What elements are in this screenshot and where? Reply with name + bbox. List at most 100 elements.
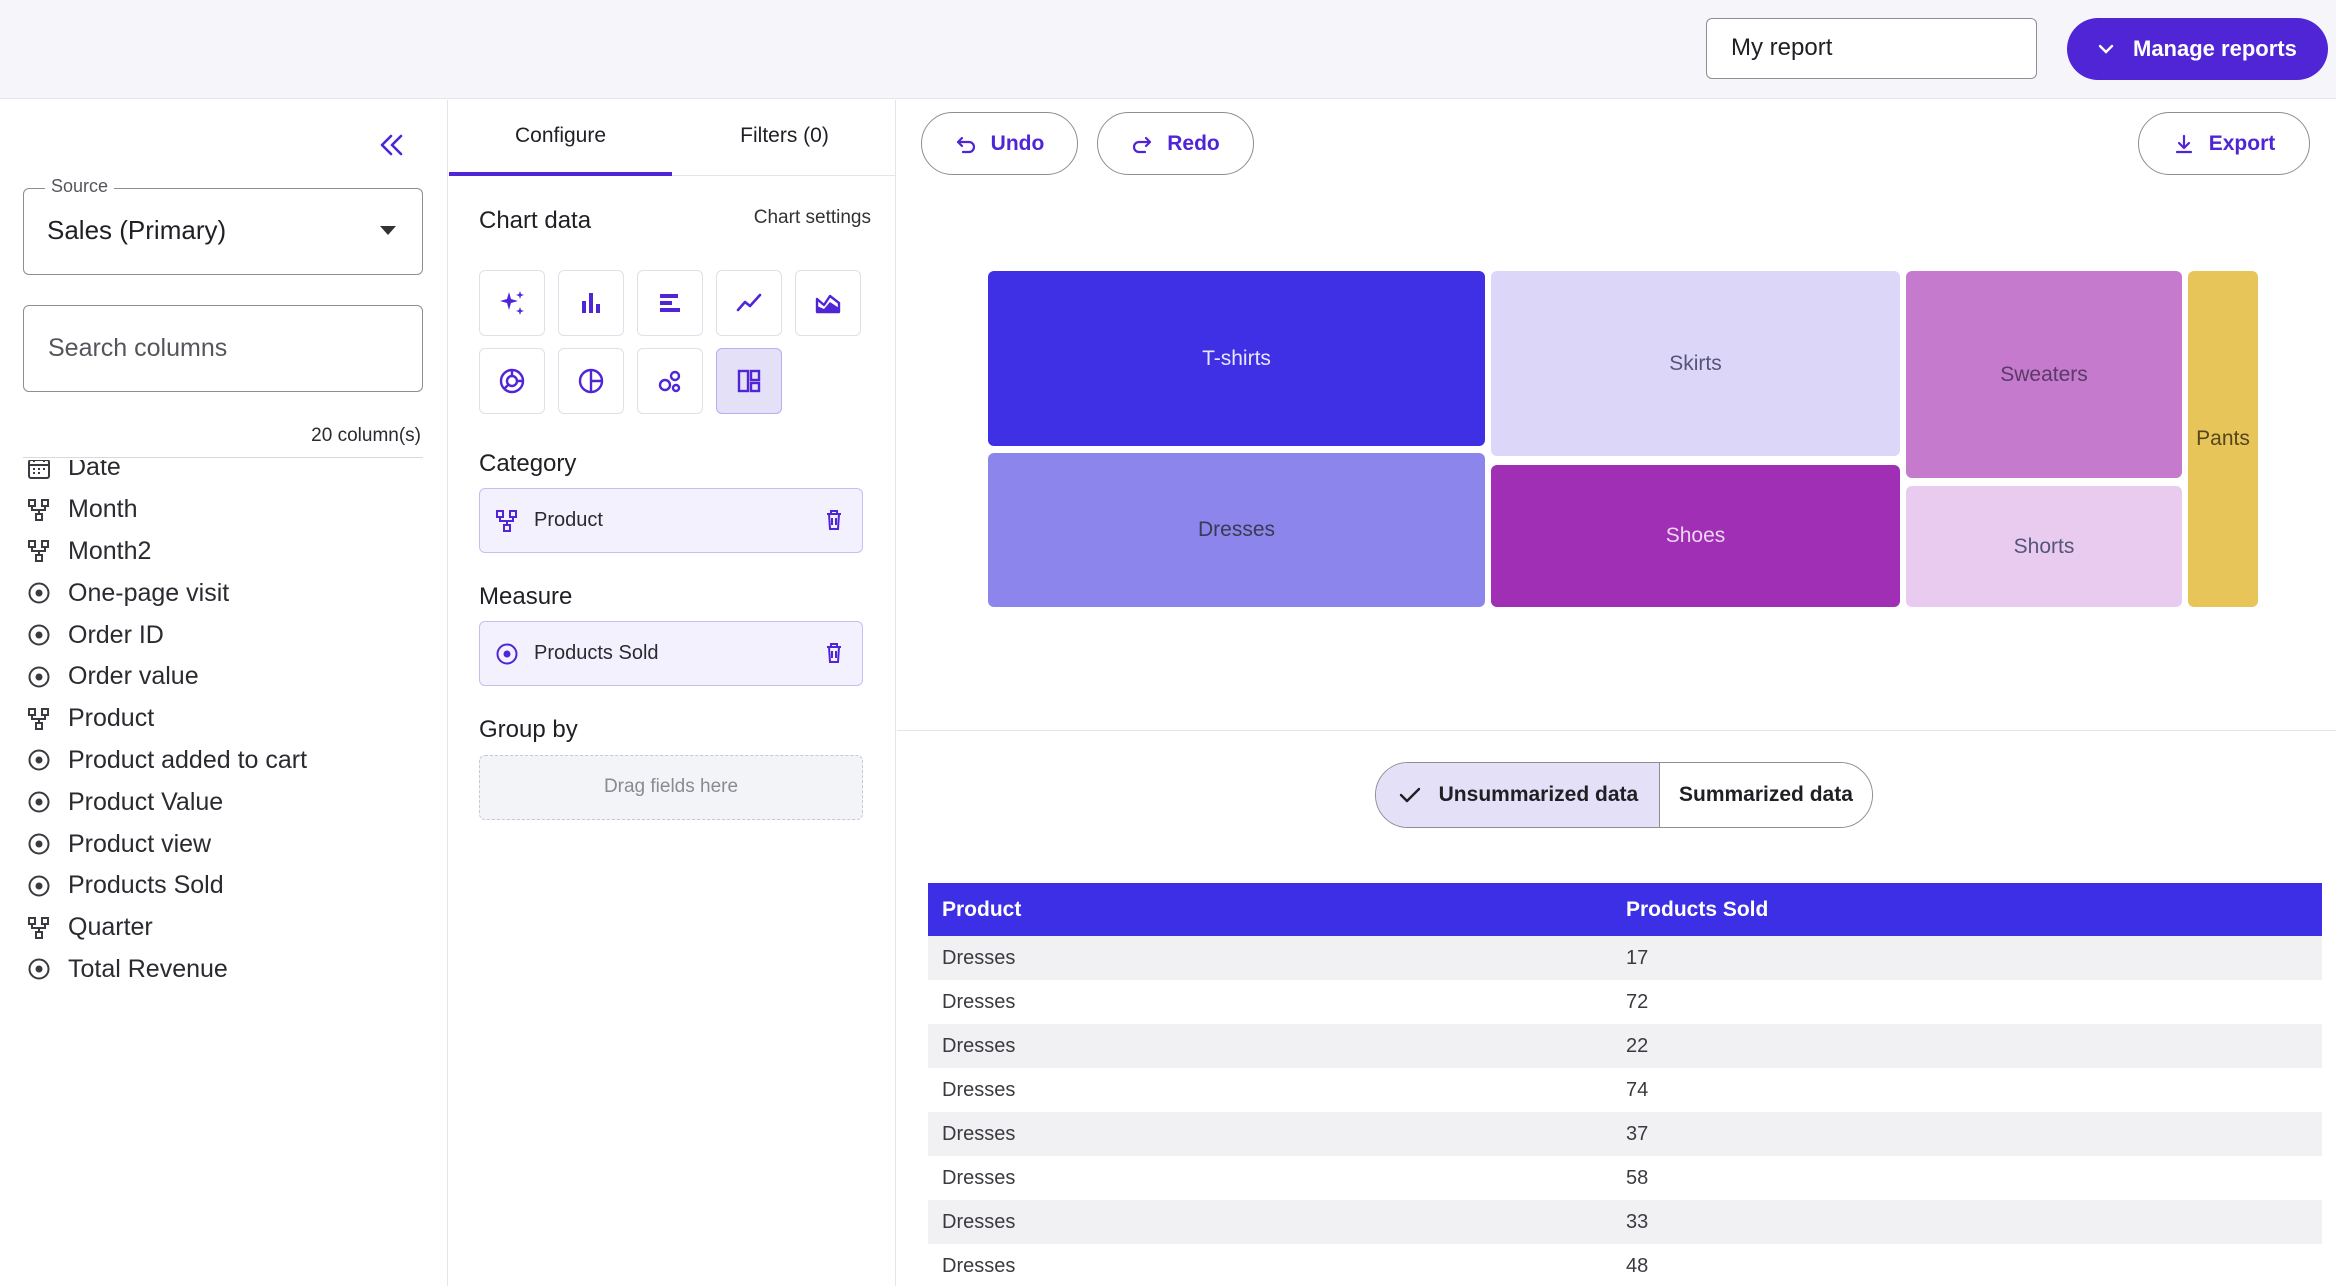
column-item[interactable]: Month (26, 490, 137, 530)
redo-button[interactable]: Redo (1097, 112, 1254, 175)
cell-product: Dresses (942, 990, 1016, 1013)
measure-icon (28, 749, 50, 771)
treemap-tile[interactable]: Skirts (1491, 271, 1900, 456)
pie-chart-icon (578, 368, 604, 394)
column-item[interactable]: Product view (26, 824, 211, 864)
treemap-tile-label: Sweaters (2000, 362, 2088, 386)
chart-data-title: Chart data (479, 207, 592, 234)
divider (897, 730, 2336, 731)
column-label: Order ID (68, 620, 164, 649)
column-item[interactable]: One-page visit (26, 573, 229, 613)
manage-reports-label: Manage reports (2133, 36, 2297, 61)
column-item[interactable]: Total Revenue (26, 949, 228, 989)
undo-label: Undo (990, 131, 1045, 155)
cell-products-sold: 48 (1626, 1254, 1649, 1277)
column-item[interactable]: Quarter (26, 908, 153, 948)
chart-type-line-button[interactable] (716, 270, 782, 336)
measure-icon (28, 833, 50, 855)
table-row: Dresses 48 (928, 1244, 2322, 1286)
source-select[interactable] (23, 188, 423, 275)
measure-icon (28, 875, 50, 897)
divider (23, 457, 423, 458)
cell-product: Dresses (942, 1122, 1016, 1145)
manage-reports-button[interactable]: Manage reports (2067, 18, 2328, 80)
table-body: Dresses 17 Dresses 72 Dresses 22 Dresses 74 Dres… (928, 936, 2322, 1286)
cell-products-sold: 17 (1626, 946, 1649, 969)
treemap-chart: T-shirts Dresses Skirts Shoes Sweaters Shorts… (897, 100, 2336, 730)
chart-type-treemap-button[interactable] (716, 348, 782, 414)
column-label: One-page visit (68, 578, 230, 607)
search-columns-input[interactable]: Search columns (23, 305, 423, 392)
column-label: Date (68, 460, 121, 482)
configure-panel: Configure Filters (0) Chart data Chart s… (449, 100, 896, 1286)
cell-products-sold: 37 (1626, 1122, 1649, 1145)
column-label: Quarter (68, 913, 153, 942)
table-row: Dresses 22 (928, 1024, 2322, 1068)
summarized-data-button[interactable]: Summarized data (1659, 763, 1872, 827)
header-products-sold: Products Sold (1626, 897, 1769, 921)
column-label: Total Revenue (68, 954, 228, 983)
treemap-tile-label: Dresses (1197, 518, 1276, 541)
category-title: Category (479, 450, 577, 477)
tab-configure[interactable]: Configure (449, 100, 672, 176)
undo-icon (956, 136, 975, 153)
column-item[interactable]: Date (26, 460, 121, 488)
chart-settings-link[interactable]: Chart settings (753, 207, 871, 228)
chart-type-bar-button[interactable] (558, 270, 624, 336)
column-item[interactable]: Month2 (26, 531, 151, 571)
chart-type-auto-button[interactable] (479, 270, 545, 336)
treemap-tile[interactable]: Sweaters (1906, 271, 2182, 478)
tab-filters[interactable]: Filters (0) (740, 124, 829, 147)
chart-type-area-button[interactable] (795, 270, 861, 336)
column-label: Product Value (68, 787, 224, 816)
treemap-tile[interactable]: Shoes (1491, 465, 1900, 607)
report-name-input[interactable]: My report (1706, 18, 2037, 79)
trash-icon[interactable] (822, 508, 846, 532)
table-row: Dresses 74 (928, 1068, 2322, 1112)
undo-button[interactable]: Undo (921, 112, 1078, 175)
chart-type-horizontal-bar-button[interactable] (637, 270, 703, 336)
treemap-tile-label: Pants (2196, 427, 2250, 450)
horizontal-bar-icon (660, 294, 680, 312)
column-item[interactable]: Product Value (26, 782, 223, 822)
treemap-tile-label: T-shirts (1202, 346, 1271, 370)
cell-product: Dresses (942, 1210, 1016, 1233)
measure-field-chip[interactable]: Products Sold (479, 621, 863, 686)
line-chart-icon (736, 293, 762, 312)
cell-product: Dresses (942, 946, 1016, 969)
table-row: Dresses 72 (928, 980, 2322, 1024)
column-item[interactable]: Order ID (26, 615, 164, 655)
bubble-chart-icon (658, 370, 681, 393)
hierarchy-icon (28, 498, 49, 521)
treemap-tile[interactable]: Dresses (988, 453, 1485, 607)
column-item[interactable]: Products Sold (26, 866, 224, 906)
chevron-down-icon (2098, 44, 2114, 54)
chart-type-donut-button[interactable] (479, 348, 545, 414)
data-view-toggle: Unsummarized data Summarized data (1375, 762, 1873, 828)
category-field-chip[interactable]: Product (479, 488, 863, 553)
treemap-tile[interactable]: T-shirts (988, 271, 1485, 446)
collapse-double-chevron-icon[interactable] (374, 128, 408, 162)
header-product: Product (942, 897, 1022, 921)
summarized-label: Summarized data (1678, 783, 1853, 806)
top-bar: My report Manage reports (0, 0, 2336, 99)
column-item[interactable]: Product added to cart (26, 740, 307, 780)
table-row: Dresses 33 (928, 1200, 2322, 1244)
column-item[interactable]: Order value (26, 657, 199, 697)
treemap-tile[interactable]: Shorts (1906, 486, 2182, 607)
source-value: Sales (Primary) (47, 215, 227, 245)
column-item[interactable]: Product (26, 699, 154, 739)
group-by-drop-zone[interactable]: Drag fields here (479, 755, 863, 820)
treemap-tile[interactable]: Pants (2188, 271, 2258, 607)
trash-icon[interactable] (822, 641, 846, 665)
export-button[interactable]: Export (2138, 112, 2310, 175)
chart-type-bubble-button[interactable] (637, 348, 703, 414)
measure-icon (28, 624, 50, 646)
treemap-tile-label: Skirts (1669, 351, 1722, 375)
table-row: Dresses 17 (928, 936, 2322, 980)
chart-type-pie-button[interactable] (558, 348, 624, 414)
column-label: Month (68, 495, 138, 524)
unsummarized-data-button[interactable]: Unsummarized data (1376, 763, 1660, 827)
cell-product: Dresses (942, 1254, 1016, 1277)
bar-chart-icon (582, 293, 600, 313)
